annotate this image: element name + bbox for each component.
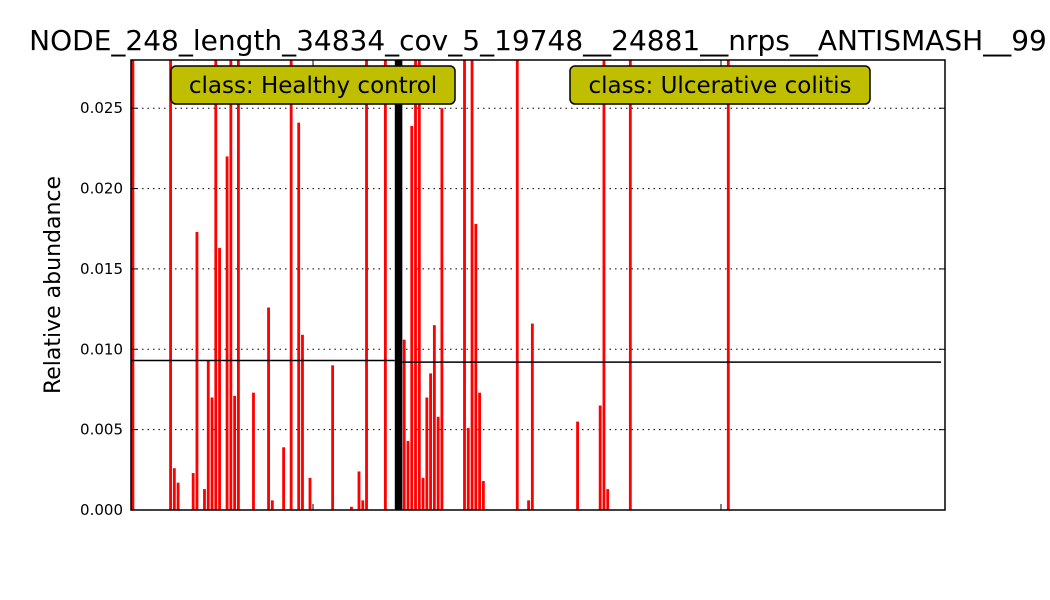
healthy-control-bar xyxy=(290,60,293,510)
healthy-control-bar xyxy=(196,232,199,510)
healthy-control-bar xyxy=(331,365,334,510)
y-tick-label: 0.025 xyxy=(80,99,123,117)
ulcerative-colitis-bar xyxy=(471,60,474,510)
separator-bar xyxy=(395,60,403,510)
ulcerative-colitis-bar xyxy=(467,428,470,510)
bars xyxy=(131,60,729,510)
healthy-control-bar xyxy=(358,471,361,510)
ulcerative-colitis-bar xyxy=(418,60,421,510)
healthy-control-bar xyxy=(173,468,176,510)
healthy-control-bar xyxy=(211,398,214,511)
y-tick-label: 0.015 xyxy=(80,260,123,278)
ulcerative-colitis-bar xyxy=(527,500,530,510)
healthy-control-bar xyxy=(361,500,364,510)
healthy-control-bar xyxy=(252,393,255,510)
ulcerative-colitis-bar xyxy=(629,60,632,510)
healthy-control-bar xyxy=(131,60,134,510)
ulcerative-colitis-bar xyxy=(425,398,428,511)
ulcerative-colitis-bar xyxy=(606,489,609,510)
ulcerative-colitis-bar xyxy=(410,126,413,510)
ulcerative-colitis-bar xyxy=(433,325,436,510)
healthy-control-bar xyxy=(365,60,368,510)
ulcerative-colitis-bar xyxy=(727,60,730,510)
healthy-control-bar xyxy=(214,60,217,510)
ulcerative-colitis-bar xyxy=(516,60,519,510)
chart-title: NODE_248_length_34834_cov_5_19748__24881… xyxy=(29,24,1047,57)
ulcerative-colitis-label: class: Ulcerative colitis xyxy=(570,66,870,104)
ulcerative-colitis-bar xyxy=(422,478,425,510)
y-tick-label: 0.020 xyxy=(80,180,123,198)
group-separator xyxy=(395,60,403,510)
ulcerative-colitis-bar xyxy=(403,340,406,510)
ulcerative-colitis-label-text: class: Ulcerative colitis xyxy=(588,73,851,99)
class-labels: class: Healthy control class: Ulcerative … xyxy=(171,66,870,104)
ulcerative-colitis-bar xyxy=(440,108,443,510)
ulcerative-colitis-bar xyxy=(437,417,440,510)
ulcerative-colitis-bar xyxy=(407,441,410,510)
healthy-control-bar xyxy=(271,500,274,510)
healthy-control-bar xyxy=(297,123,300,510)
grid-lines xyxy=(131,108,945,429)
healthy-control-bar xyxy=(229,60,232,510)
healthy-control-bar xyxy=(192,473,195,510)
mean-lines xyxy=(131,361,941,363)
ulcerative-colitis-bar xyxy=(429,373,432,510)
ulcerative-colitis-bar xyxy=(576,422,579,510)
y-tick-label: 0.000 xyxy=(80,501,123,519)
healthy-control-bar xyxy=(169,60,172,510)
ulcerative-colitis-bar xyxy=(463,60,466,510)
y-tick-label: 0.010 xyxy=(80,340,123,358)
healthy-control-bar xyxy=(207,361,210,510)
ulcerative-colitis-bar xyxy=(603,60,606,510)
healthy-control-bar xyxy=(226,156,229,510)
healthy-control-bar xyxy=(218,248,221,510)
healthy-control-bar xyxy=(282,447,285,510)
healthy-control-label: class: Healthy control xyxy=(171,66,455,104)
healthy-control-bar xyxy=(177,483,180,510)
healthy-control-label-text: class: Healthy control xyxy=(189,73,437,99)
healthy-control-bar xyxy=(237,60,240,510)
ulcerative-colitis-bar xyxy=(474,224,477,510)
ulcerative-colitis-bar xyxy=(599,406,602,510)
y-axis-label: Relative abundance xyxy=(41,176,66,394)
healthy-control-bar xyxy=(203,489,206,510)
healthy-control-bar xyxy=(384,60,387,510)
healthy-control-bar xyxy=(267,308,270,511)
ulcerative-colitis-bar xyxy=(482,481,485,510)
y-tick-label: 0.005 xyxy=(80,421,123,439)
healthy-control-bar xyxy=(309,478,312,510)
ulcerative-colitis-bar xyxy=(531,324,534,510)
ulcerative-colitis-bar xyxy=(478,393,481,510)
ulcerative-colitis-bar xyxy=(414,60,417,510)
healthy-control-bar xyxy=(233,396,236,510)
y-axis-ticks: 0.000 0.005 0.010 0.015 0.020 0.025 xyxy=(80,60,945,519)
